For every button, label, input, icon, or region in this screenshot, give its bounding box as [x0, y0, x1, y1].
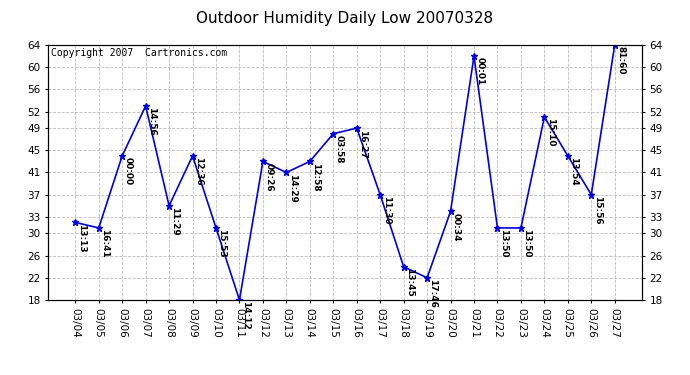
Text: 09:26: 09:26: [264, 163, 273, 191]
Text: Outdoor Humidity Daily Low 20070328: Outdoor Humidity Daily Low 20070328: [197, 11, 493, 26]
Text: 00:00: 00:00: [124, 157, 132, 185]
Text: 15:10: 15:10: [546, 118, 555, 147]
Text: 13:13: 13:13: [77, 224, 86, 252]
Text: 17:46: 17:46: [428, 279, 437, 308]
Text: 14:29: 14:29: [288, 174, 297, 203]
Text: 00:34: 00:34: [452, 213, 461, 241]
Text: 15:53: 15:53: [217, 230, 226, 258]
Text: 13:54: 13:54: [569, 157, 578, 186]
Text: 13:50: 13:50: [499, 230, 508, 258]
Text: 16:27: 16:27: [358, 129, 367, 158]
Text: 81:60: 81:60: [616, 46, 625, 75]
Text: 11:30: 11:30: [382, 196, 391, 225]
Text: 13:45: 13:45: [405, 268, 414, 297]
Text: 03:58: 03:58: [335, 135, 344, 164]
Text: 14:12: 14:12: [241, 302, 250, 330]
Text: 12:36: 12:36: [194, 157, 203, 186]
Text: 11:29: 11:29: [170, 207, 179, 236]
Text: 15:56: 15:56: [593, 196, 602, 225]
Text: 12:58: 12:58: [311, 163, 320, 191]
Text: 13:50: 13:50: [522, 230, 531, 258]
Text: 14:56: 14:56: [147, 107, 156, 136]
Text: 00:01: 00:01: [475, 57, 484, 86]
Text: 16:41: 16:41: [100, 230, 109, 258]
Text: Copyright 2007  Cartronics.com: Copyright 2007 Cartronics.com: [51, 48, 228, 57]
